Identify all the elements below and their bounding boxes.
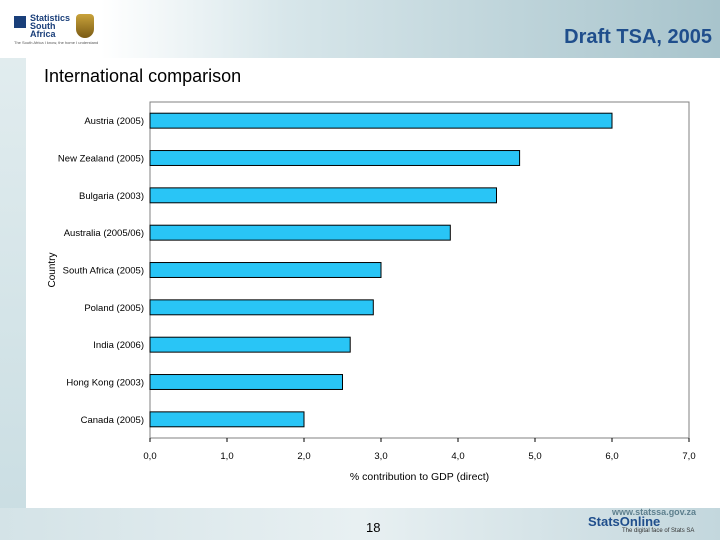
x-tick-label: 3,0 bbox=[374, 451, 387, 462]
x-axis-label: % contribution to GDP (direct) bbox=[350, 471, 489, 483]
bar bbox=[149, 262, 382, 278]
stats-sa-logo: Statistics South Africa The South Africa… bbox=[14, 13, 99, 50]
y-tick-label: Austria (2005) bbox=[84, 116, 144, 127]
x-tick-label: 4,0 bbox=[451, 451, 464, 462]
footer-tagline: The digital face of Stats SA bbox=[622, 528, 695, 534]
bar bbox=[149, 411, 305, 428]
footer-band bbox=[0, 508, 720, 540]
bar bbox=[149, 112, 613, 129]
y-tick-label: New Zealand (2005) bbox=[58, 154, 144, 165]
bar bbox=[149, 150, 521, 166]
x-tick-label: 6,0 bbox=[605, 451, 618, 462]
x-tick-label: 1,0 bbox=[220, 451, 233, 462]
slide-subtitle: International comparison bbox=[44, 66, 242, 86]
coat-of-arms-icon bbox=[76, 14, 94, 38]
x-tick-label: 0,0 bbox=[143, 451, 156, 462]
y-tick-label: Poland (2005) bbox=[84, 303, 144, 314]
y-tick-label: Canada (2005) bbox=[81, 415, 144, 426]
y-tick-label: India (2006) bbox=[93, 340, 144, 351]
header-band bbox=[0, 0, 720, 58]
page-number: 18 bbox=[366, 520, 381, 535]
x-tick-label: 7,0 bbox=[682, 451, 695, 462]
bar bbox=[149, 299, 374, 316]
y-tick-label: Bulgaria (2003) bbox=[79, 191, 144, 202]
y-tick-label: South Africa (2005) bbox=[63, 266, 144, 277]
bar bbox=[149, 224, 451, 241]
x-tick-label: 2,0 bbox=[297, 451, 310, 462]
y-axis-label: Country bbox=[47, 252, 58, 287]
x-tick-label: 5,0 bbox=[528, 451, 541, 462]
y-tick-label: Australia (2005/06) bbox=[64, 228, 144, 239]
logo-text: Statistics South Africa bbox=[30, 13, 71, 39]
bar bbox=[149, 374, 343, 390]
bar bbox=[149, 187, 497, 204]
bar bbox=[149, 336, 351, 353]
logo-tagline: The South Africa I know, the home I unde… bbox=[14, 40, 99, 45]
footer-brand: StatsOnline bbox=[588, 514, 661, 529]
slide-title: Draft TSA, 2005 bbox=[564, 26, 712, 48]
logo-mark bbox=[14, 16, 26, 28]
y-tick-label: Hong Kong (2003) bbox=[66, 378, 144, 389]
footer-url: www.statssa.gov.za bbox=[612, 507, 697, 517]
